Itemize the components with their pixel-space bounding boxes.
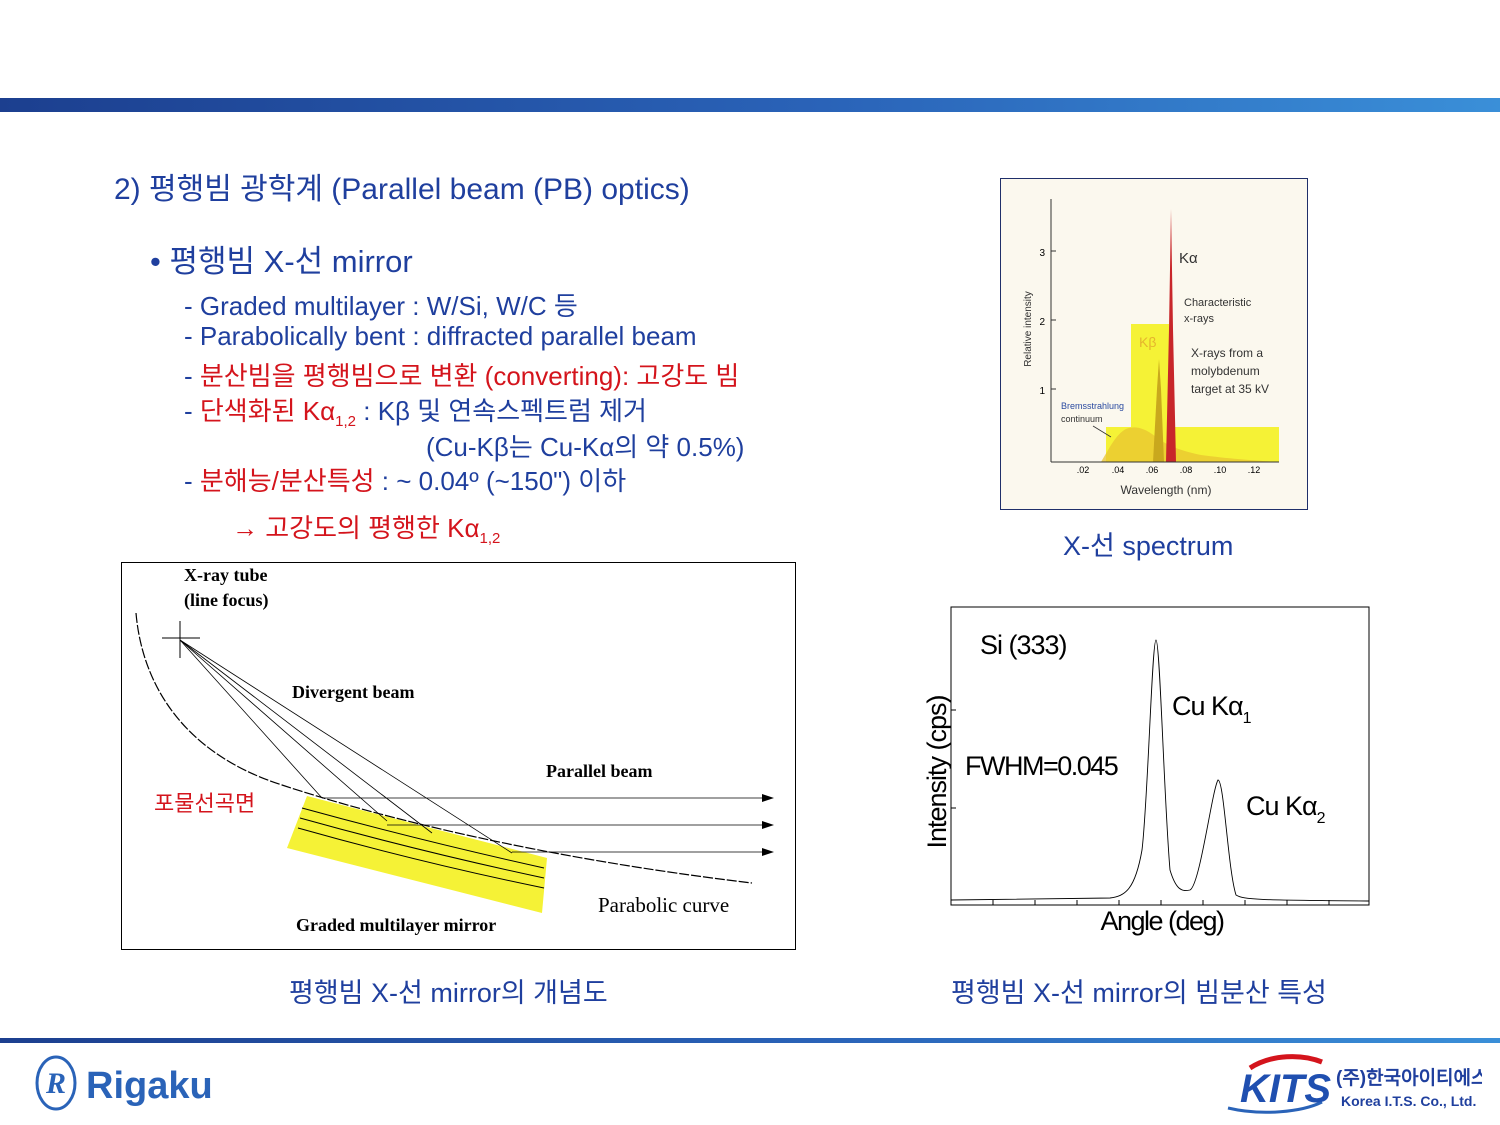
kits-english-name: Korea I.T.S. Co., Ltd. [1341,1093,1476,1109]
continuum-pointer [1092,425,1112,438]
spectrum-caption: X-선 spectrum [1063,531,1234,561]
xrays-label: x-rays [1184,313,1214,325]
fwhm-label: FWHM=0.045 [965,751,1118,781]
ka2-text: Cu Kα [1246,791,1317,821]
spectrum-figure: 1 2 3 .02 .04 .06 .08 .10 .12 Wavelength… [1000,178,1308,510]
kits-swoosh-blue [1227,1100,1323,1114]
item-kb-ratio: (Cu-Kβ는 Cu-Kα의 약 0.5%) [426,432,745,462]
dispersion-caption: 평행빔 X-선 mirror의 빔분산 특성 [951,978,1327,1008]
dispersion-svg: Si (333) Cu Kα1 Cu Kα2 FWHM=0.045 Intens… [922,606,1370,936]
y-tick-label: 1 [1039,386,1045,397]
section-heading: 2) 평행빔 광학계 (Parallel beam (PB) optics) [114,173,690,206]
item-graded-multilayer: - Graded multilayer : W/Si, W/C 등 [184,291,578,321]
item-monochromatic-text: 단색화된 Kα [199,396,336,426]
item-converting-text: 분산빔을 평행빔으로 변환 (converting): 고강도 빔 [199,361,740,391]
ka2-sub: 2 [1317,810,1326,827]
kb-peak [1153,359,1164,462]
y-tick-label: 2 [1039,317,1045,328]
kits-logo-svg: KITS (주)한국아이티에스 Korea I.T.S. Co., Ltd. [1227,1054,1489,1114]
item-resolution-rest: : ~ 0.04º (~150") 이하 [374,466,627,496]
item-monochromatic: - 단색화된 Kα1,2 : Kβ 및 연속스펙트럼 제거 [184,391,647,430]
ka2-label: Cu Kα2 [1246,791,1326,827]
multilayer-label: Graded multilayer mirror [296,915,496,935]
parabolic-curve-label: Parabolic curve [598,893,729,917]
dispersion-x-label: Angle (deg) [1100,906,1224,936]
target-label-1: X-rays from a [1191,346,1263,360]
arrow-text: → 고강도의 평행한 Kα [232,513,480,543]
item-monochromatic-rest: : Kβ 및 연속스펙트럼 제거 [356,396,647,426]
plot-frame [950,606,1370,906]
paraboloid-label: 포물선곡면 [154,791,255,816]
mirror-diagram: X-ray tube (line focus) Divergent beam P… [121,562,796,950]
rigaku-wordmark: Rigaku [86,1065,213,1107]
ka-peak [1166,209,1176,462]
footer-bar [0,1038,1500,1043]
continuum-label: continuum [1061,414,1103,424]
mirror-caption: 평행빔 X-선 mirror의 개념도 [289,978,608,1008]
arrowhead [762,848,774,856]
continuum-curve [1101,427,1279,462]
target-label-2: molybdenum [1191,364,1260,378]
x-tick-label: .02 [1077,465,1090,475]
bremsstrahlung-label: Bremsstrahlung [1061,401,1124,411]
dispersion-y-label: Intensity (cps) [922,695,952,848]
subscript: 1,2 [479,530,501,547]
y-axis-label: Relative intensity [1023,291,1034,367]
layer-line [301,807,545,869]
y-tick-label: 3 [1039,248,1045,259]
x-tick-label: .10 [1214,465,1227,475]
arrowhead [762,794,774,802]
kits-swoosh-red [1248,1054,1323,1071]
divergent-label: Divergent beam [292,682,414,702]
bullet-heading: • 평행빔 X-선 mirror [150,244,413,279]
dispersion-chart: Si (333) Cu Kα1 Cu Kα2 FWHM=0.045 Intens… [920,600,1380,950]
x-axis-label: Wavelength (nm) [1121,483,1212,497]
arrow-conclusion: → 고강도의 평행한 Kα1,2 [232,508,500,547]
dash: - [184,466,200,496]
multilayer-mirror [287,796,547,913]
ka-label: Kα [1179,250,1198,267]
tube-label-1: X-ray tube [184,565,268,585]
spectrum-plot: 1 2 3 .02 .04 .06 .08 .10 .12 Wavelength… [1001,179,1307,509]
x-tick-label: .06 [1146,465,1159,475]
dash: - [184,396,200,426]
si-label: Si (333) [980,630,1067,660]
item-parabolically-bent: - Parabolically bent : diffracted parall… [184,321,697,351]
mirror-svg: X-ray tube (line focus) Divergent beam P… [135,565,774,935]
kits-korean-name: (주)한국아이티에스 [1336,1067,1482,1089]
layer-line [297,827,545,889]
characteristic-label: Characteristic [1184,297,1252,309]
divergent-ray [179,639,388,822]
tube-label-2: (line focus) [184,590,269,611]
item-resolution-text: 분해능/분산특성 [199,466,375,496]
x-tick-label: .12 [1248,465,1261,475]
x-tick-label: .08 [1180,465,1193,475]
svg-text:R: R [45,1067,66,1100]
diffraction-curve [950,639,1370,902]
ka1-sub: 1 [1243,710,1252,727]
dash: - [184,361,200,391]
x-tick-label: .04 [1112,465,1125,475]
arrowhead [762,821,774,829]
ka1-label: Cu Kα1 [1172,691,1252,727]
ka1-text: Cu Kα [1172,691,1243,721]
kits-wordmark: KITS [1240,1067,1331,1111]
rigaku-logo: R Rigaku [34,1053,254,1113]
kb-label: Kβ [1139,334,1156,350]
rigaku-emblem [35,1055,77,1111]
parallel-label: Parallel beam [546,761,652,781]
rigaku-logo-svg: R Rigaku [35,1055,213,1111]
target-label-3: target at 35 kV [1191,382,1269,396]
subscript: 1,2 [335,413,357,430]
divergent-ray [179,639,513,854]
parabolic-curve [135,612,753,884]
item-resolution: - 분해능/분산특성 : ~ 0.04º (~150") 이하 [184,461,626,498]
layer-line [299,817,545,879]
divergent-ray [179,639,433,834]
kits-logo: KITS (주)한국아이티에스 Korea I.T.S. Co., Ltd. [1222,1054,1489,1116]
divergent-ray [179,639,323,799]
header-bar [0,98,1500,112]
item-converting: - 분산빔을 평행빔으로 변환 (converting): 고강도 빔 [184,356,739,393]
